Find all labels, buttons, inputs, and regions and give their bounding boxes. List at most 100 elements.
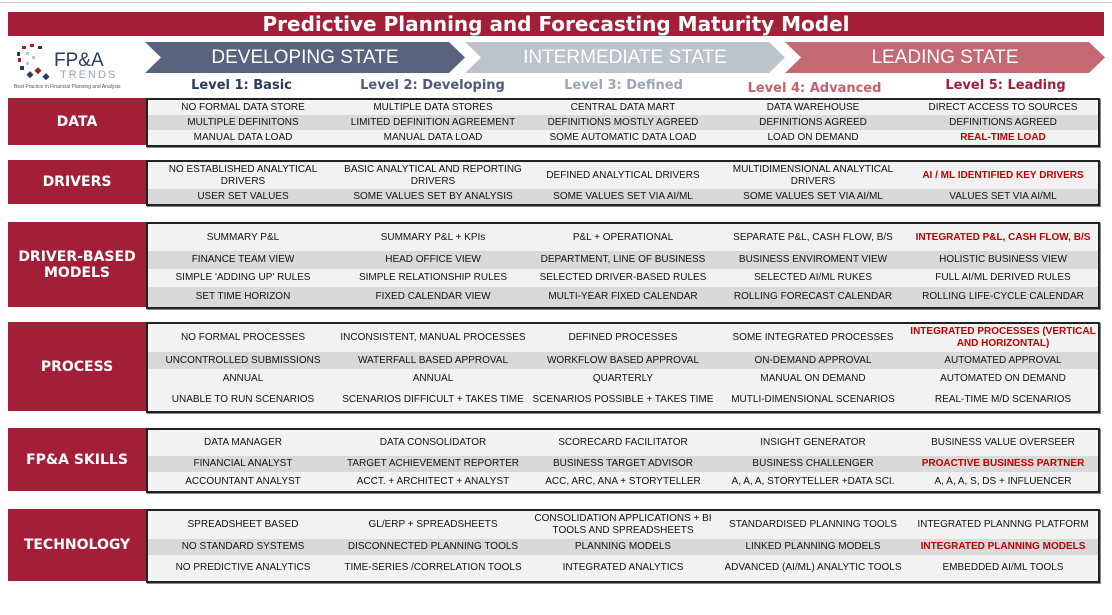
cell-level-1: NO FORMAL PROCESSES — [180, 332, 306, 343]
cell-level-3: ACC, ARC, ANA + STORYTELLER — [545, 475, 701, 487]
cell-level-2: GL/ERP + SPREADSHEETS — [368, 519, 498, 530]
cell-level-5: VALUES SET VIA AI/ML — [949, 190, 1057, 202]
table-row: FINANCE TEAM VIEW HEAD OFFICE VIEW DEPARTM… — [148, 251, 1098, 269]
cell-level-1: SUMMARY P&L — [206, 231, 280, 243]
cell-level-3: CONSOLIDATION APPLICATIONS + BI TOOLS AN… — [534, 513, 712, 536]
state-developing: DEVELOPING STATE — [145, 42, 465, 73]
cell-level-3: SOME VALUES SET VIA AI/ML — [553, 190, 693, 202]
table-row: SET TIME HORIZON FIXED CALENDAR VIEW MULTI… — [148, 287, 1098, 307]
cell-level-2: ANNUAL — [412, 373, 454, 384]
cell-level-2: INCONSISTENT, MANUAL PROCESSES — [340, 332, 526, 343]
cell-level-2: SIMPLE RELATIONSHIP RULES — [358, 272, 507, 283]
cell-level-3: QUARTERLY — [592, 373, 654, 384]
cell-level-1: NO STANDARD SYSTEMS — [181, 541, 305, 552]
cell-level-4: MULTIDIMENSIONAL ANALYTICAL DRIVERS — [732, 163, 894, 187]
table-row: NO FORMAL PROCESSES INCONSISTENT, MANUAL … — [148, 324, 1098, 352]
cell-level-4: DEFINITIONS AGREED — [759, 116, 867, 128]
section-table-technology: SPREADSHEET BASED GL/ERP + SPREADSHEETS CO… — [146, 509, 1100, 583]
cell-level-3: WORKFLOW BASED APPROVAL — [546, 354, 700, 366]
state-leading: LEADING STATE — [785, 42, 1105, 73]
cell-level-5: INTEGRATED PLANNING MODELS — [920, 541, 1086, 552]
cell-level-4: ADVANCED (AI/ML) ANALYTIC TOOLS — [724, 562, 902, 573]
cell-level-3: SCENARIOS POSSIBLE + TAKES TIME — [532, 394, 714, 405]
cell-level-2: HEAD OFFICE VIEW — [385, 254, 481, 265]
divider — [0, 2, 1112, 3]
table-row: FINANCIAL ANALYST TARGET ACHIEVEMENT REPO… — [148, 456, 1098, 472]
cell-level-1: DATA MANAGER — [204, 437, 282, 448]
table-row: MULTIPLE DEFINITONS LIMITED DEFINITION AG… — [148, 115, 1098, 130]
cell-level-1: FINANCIAL ANALYST — [193, 458, 293, 469]
cell-level-5: DEFINITIONS AGREED — [949, 116, 1057, 128]
cell-level-5: INTEGRATED PROCESSES (VERTICAL AND HORIZ… — [910, 326, 1096, 349]
cell-level-3: SELECTED DRIVER-BASED RULES — [539, 272, 707, 283]
cell-level-1: NO ESTABLISHED ANALYTICAL DRIVERS — [168, 163, 318, 187]
section-label-driver-based-models: DRIVER-BASED MODELS — [8, 222, 146, 307]
cell-level-5: FULL AI/ML DERIVED RULES — [935, 272, 1071, 283]
table-row: SIMPLE 'ADDING UP' RULES SIMPLE RELATIONS… — [148, 269, 1098, 287]
cell-level-3: DEFINED PROCESSES — [568, 332, 678, 343]
cell-level-3: BUSINESS TARGET ADVISOR — [552, 458, 694, 469]
cell-level-1: USER SET VALUES — [197, 190, 289, 202]
cell-level-5: REAL-TIME LOAD — [960, 131, 1046, 143]
table-row: NO ESTABLISHED ANALYTICAL DRIVERS BASIC A… — [148, 162, 1098, 189]
cell-level-5: INTEGRATED PLANNNG PLATFORM — [917, 519, 1089, 530]
cell-level-4: BUSINESS CHALLENGER — [752, 458, 874, 469]
cell-level-2: SOME VALUES SET BY ANALYSIS — [353, 190, 513, 202]
cell-level-3: SCORECARD FACILITATOR — [558, 437, 688, 448]
cell-level-5: INTEGRATED P&L, CASH FLOW, B/S — [915, 231, 1091, 243]
cell-level-1: UNABLE TO RUN SCENARIOS — [171, 394, 315, 405]
cell-level-1: NO FORMAL DATA STORE — [181, 101, 305, 113]
cell-level-2: BASIC ANALYTICAL AND REPORTING DRIVERS — [344, 163, 522, 187]
cell-level-1: SPREADSHEET BASED — [187, 519, 299, 530]
cell-level-4: SELECTED AI/ML RUKES — [754, 272, 872, 283]
svg-text:FP&A: FP&A — [54, 50, 104, 71]
cell-level-5: EMBEDDED AI/ML TOOLS — [942, 562, 1064, 573]
svg-text:TRENDS: TRENDS — [60, 69, 117, 81]
level-1-label: Level 1: Basic — [191, 78, 292, 93]
state-intermediate: INTERMEDIATE STATE — [465, 42, 785, 73]
fpa-trends-logo: FP&A TRENDS Best Practice in Financial P… — [14, 42, 138, 92]
table-row: USER SET VALUES SOME VALUES SET BY ANALYS… — [148, 189, 1098, 204]
section-label-drivers: DRIVERS — [8, 160, 146, 204]
cell-level-1: SIMPLE 'ADDING UP' RULES — [175, 272, 311, 283]
cell-level-4: A, A, A, STORYTELLER +DATA SCI. — [731, 475, 895, 487]
level-4-label: Level 4: Advanced — [747, 81, 882, 96]
cell-level-5: ROLLING LIFE-CYCLE CALENDAR — [922, 291, 1084, 302]
cell-level-4: SEPARATE P&L, CASH FLOW, B/S — [733, 231, 893, 243]
table-row: UNABLE TO RUN SCENARIOS SCENARIOS DIFFICU… — [148, 389, 1098, 411]
page-title: Predictive Planning and Forecasting Matu… — [8, 12, 1104, 36]
cell-level-2: DATA CONSOLIDATOR — [379, 437, 487, 448]
cell-level-4: ROLLING FORECAST CALENDAR — [733, 291, 893, 302]
cell-level-2: SCENARIOS DIFFICULT + TAKES TIME — [342, 394, 524, 405]
cell-level-4: BUSINESS ENVIROMENT VIEW — [738, 254, 888, 265]
cell-level-5: PROACTIVE BUSINESS PARTNER — [921, 458, 1085, 469]
section-label-process: PROCESS — [8, 322, 146, 411]
level-2-label: Level 2: Developing — [360, 78, 505, 93]
cell-level-1: UNCONTROLLED SUBMISSIONS — [165, 354, 321, 366]
cell-level-1: ANNUAL — [222, 373, 264, 384]
cell-level-3: DEPARTMENT, LINE OF BUSINESS — [540, 254, 706, 265]
cell-level-1: SET TIME HORIZON — [195, 291, 291, 302]
table-row: NO FORMAL DATA STORE MULTIPLE DATA STORES… — [148, 100, 1098, 115]
cell-level-3: DEFINITIONS MOSTLY AGREED — [547, 116, 699, 128]
table-row: DATA MANAGER DATA CONSOLIDATOR SCORECARD F… — [148, 430, 1098, 456]
cell-level-5: AI / ML IDENTIFIED KEY DRIVERS — [922, 169, 1084, 181]
cell-level-1: NO PREDICTIVE ANALYTICS — [175, 562, 311, 573]
logo-mosaic-icon: FP&A TRENDS Best Practice in Financial P… — [14, 44, 121, 90]
cell-level-1: MULTIPLE DEFINITONS — [187, 116, 299, 128]
cell-level-5: A, A, A, S, DS + INFLUENCER — [934, 475, 1072, 487]
cell-level-4: DATA WAREHOUSE — [766, 101, 860, 113]
cell-level-3: MULTI-YEAR FIXED CALENDAR — [548, 291, 698, 302]
section-table-data: NO FORMAL DATA STORE MULTIPLE DATA STORES… — [146, 98, 1100, 147]
section-table-drivers: NO ESTABLISHED ANALYTICAL DRIVERS BASIC A… — [146, 160, 1100, 206]
cell-level-2: LIMITED DEFINITION AGREEMENT — [350, 116, 516, 128]
level-5-label: Level 5: Leading — [945, 78, 1066, 93]
section-table-fp-a-skills: DATA MANAGER DATA CONSOLIDATOR SCORECARD F… — [146, 428, 1100, 493]
cell-level-3: SOME AUTOMATIC DATA LOAD — [549, 131, 697, 143]
cell-level-4: STANDARDISED PLANNING TOOLS — [729, 519, 897, 530]
cell-level-4: LOAD ON DEMAND — [767, 131, 859, 143]
cell-level-5: BUSINESS VALUE OVERSEER — [931, 437, 1075, 448]
cell-level-3: DEFINED ANALYTICAL DRIVERS — [546, 169, 700, 181]
svg-text:Best Practice in Financial Pla: Best Practice in Financial Planning and … — [14, 84, 121, 90]
